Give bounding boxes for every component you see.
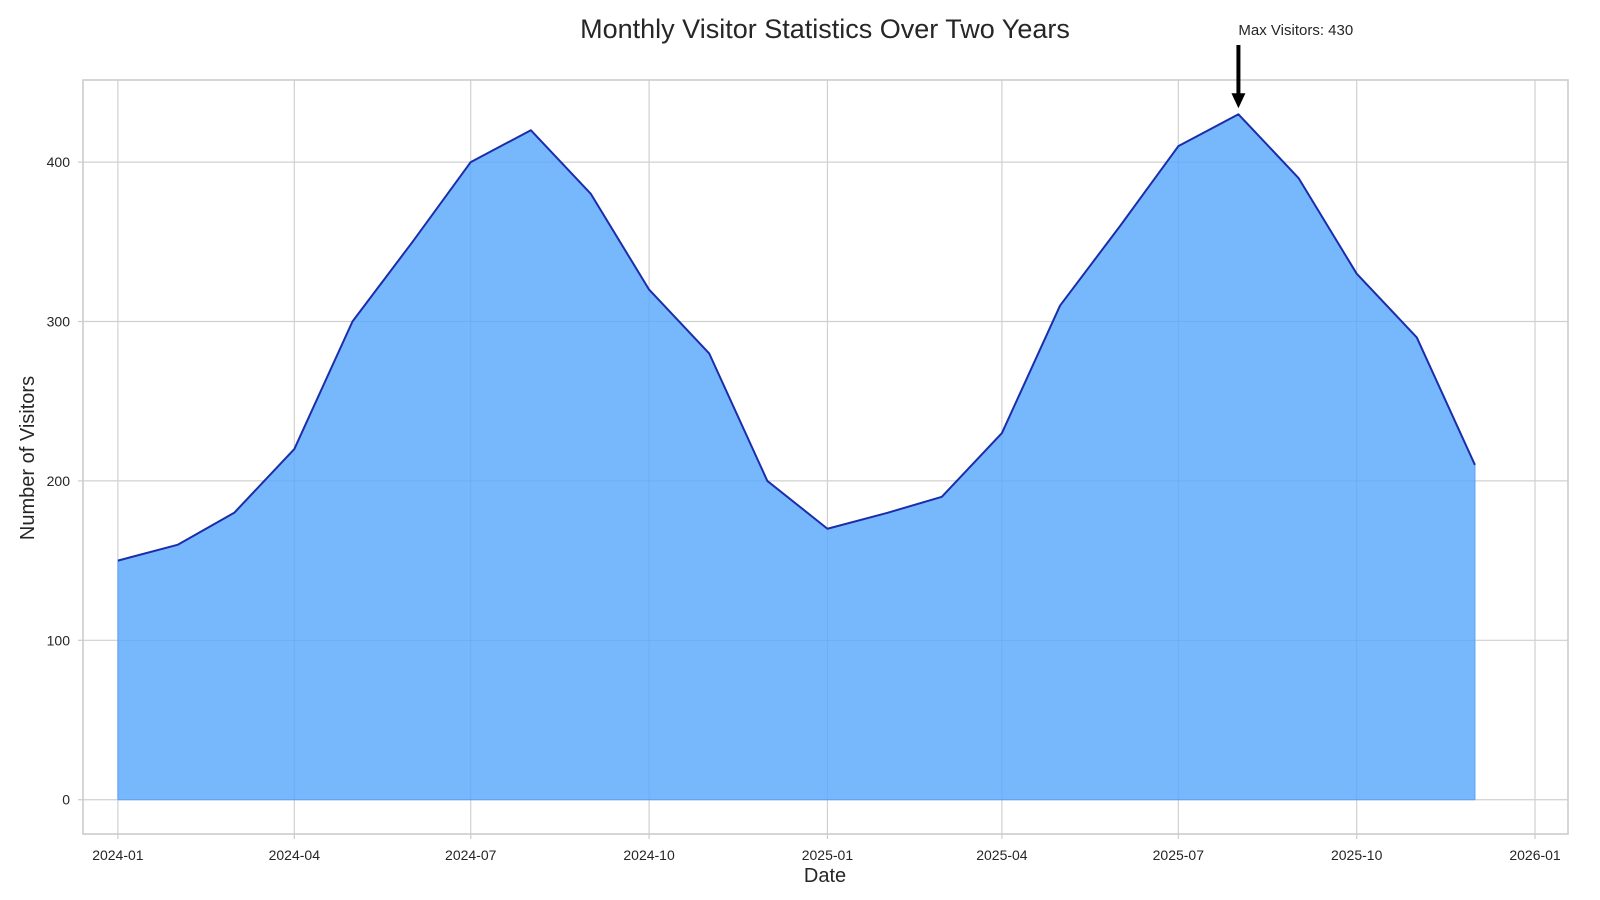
y-axis-ticks: 0 100 200 300 400: [47, 154, 83, 808]
y-axis-title: Number of Visitors: [17, 376, 39, 540]
x-tick-label: 2025-07: [1153, 847, 1205, 863]
y-tick-label: 0: [62, 792, 70, 808]
y-tick-label: 300: [47, 314, 71, 330]
max-annotation: Max Visitors: 430: [1231, 22, 1353, 109]
plot-border: [82, 79, 1569, 835]
y-tick-label: 100: [47, 632, 71, 648]
x-tick-label: 2025-01: [802, 847, 854, 863]
x-axis-title: Date: [804, 865, 846, 887]
annotation-label: Max Visitors: 430: [1238, 22, 1353, 39]
x-tick-label: 2024-01: [92, 847, 144, 863]
series-line: [117, 113, 1476, 562]
annotation-arrow-head: [1231, 93, 1246, 109]
x-tick-label: 2025-04: [976, 847, 1028, 863]
x-tick-label: 2025-10: [1331, 847, 1383, 863]
x-tick-label: 2024-04: [269, 847, 321, 863]
x-axis-ticks: 2024-01 2024-04 2024-07 2024-10 2025-01 2025-…: [92, 834, 1561, 863]
x-tick-label: 2024-10: [623, 847, 675, 863]
x-tick-label: 2026-01: [1509, 847, 1561, 863]
x-tick-label: 2024-07: [445, 847, 497, 863]
area-fill: [117, 114, 1475, 800]
y-tick-label: 400: [47, 154, 71, 170]
chart-title: Monthly Visitor Statistics Over Two Year…: [580, 14, 1070, 44]
plot-frame: [82, 79, 1569, 835]
area-series: [117, 113, 1476, 801]
y-tick-label: 200: [47, 473, 71, 489]
